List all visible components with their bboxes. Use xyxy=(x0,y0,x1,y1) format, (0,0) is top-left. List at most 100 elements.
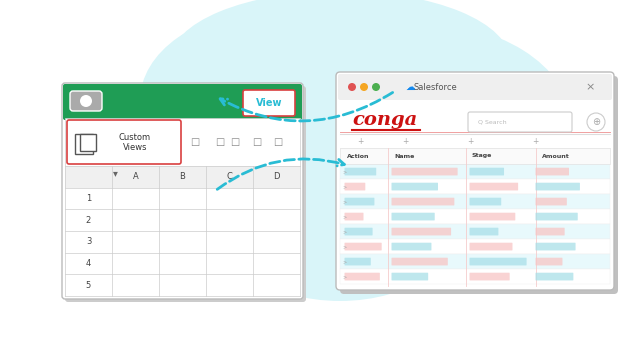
Text: □: □ xyxy=(230,137,239,147)
Bar xyxy=(340,164,610,179)
FancyBboxPatch shape xyxy=(344,273,380,280)
Text: +: + xyxy=(402,136,408,145)
Text: >: > xyxy=(342,214,346,219)
FancyBboxPatch shape xyxy=(470,243,513,251)
FancyBboxPatch shape xyxy=(536,213,578,221)
FancyBboxPatch shape xyxy=(536,258,563,265)
FancyBboxPatch shape xyxy=(344,228,372,235)
Bar xyxy=(340,179,610,194)
Text: □: □ xyxy=(273,137,283,147)
Text: >: > xyxy=(342,199,346,204)
Text: +: + xyxy=(357,136,363,145)
FancyBboxPatch shape xyxy=(470,213,515,221)
FancyBboxPatch shape xyxy=(70,91,102,111)
FancyBboxPatch shape xyxy=(536,168,569,175)
Text: D: D xyxy=(273,172,280,181)
Bar xyxy=(340,209,610,224)
Ellipse shape xyxy=(210,121,470,301)
Bar xyxy=(65,86,300,118)
Text: ▾: ▾ xyxy=(113,168,118,178)
Text: Name: Name xyxy=(394,153,414,158)
FancyBboxPatch shape xyxy=(536,273,573,280)
Text: View: View xyxy=(256,98,282,108)
Ellipse shape xyxy=(170,0,510,131)
FancyBboxPatch shape xyxy=(340,76,618,294)
FancyBboxPatch shape xyxy=(536,183,580,191)
FancyBboxPatch shape xyxy=(468,112,572,132)
Text: A: A xyxy=(132,172,138,181)
Circle shape xyxy=(348,83,356,91)
Text: ×: × xyxy=(586,82,595,92)
FancyBboxPatch shape xyxy=(392,168,458,175)
FancyBboxPatch shape xyxy=(344,243,381,251)
Ellipse shape xyxy=(140,31,540,271)
FancyBboxPatch shape xyxy=(67,120,181,164)
FancyBboxPatch shape xyxy=(470,198,501,205)
FancyBboxPatch shape xyxy=(63,84,302,120)
FancyBboxPatch shape xyxy=(392,243,431,251)
Bar xyxy=(340,76,610,98)
Bar xyxy=(340,148,610,164)
FancyBboxPatch shape xyxy=(536,243,575,251)
Text: □: □ xyxy=(216,137,225,147)
Bar xyxy=(340,194,610,209)
Bar xyxy=(340,239,610,254)
Text: Action: Action xyxy=(347,153,369,158)
Text: >: > xyxy=(342,259,346,264)
Text: >: > xyxy=(342,274,346,279)
Ellipse shape xyxy=(140,11,400,191)
FancyBboxPatch shape xyxy=(344,258,371,265)
Bar xyxy=(340,254,610,269)
Text: 3: 3 xyxy=(86,237,91,246)
Text: 4: 4 xyxy=(86,259,91,268)
Text: >: > xyxy=(342,184,346,189)
Text: >: > xyxy=(342,244,346,249)
FancyBboxPatch shape xyxy=(470,183,518,191)
Text: Amount: Amount xyxy=(542,153,570,158)
Text: >: > xyxy=(342,229,346,234)
Circle shape xyxy=(372,83,380,91)
Text: □: □ xyxy=(190,137,200,147)
FancyBboxPatch shape xyxy=(62,83,303,299)
FancyBboxPatch shape xyxy=(336,72,614,290)
Text: 5: 5 xyxy=(86,280,91,290)
Ellipse shape xyxy=(300,111,500,271)
FancyBboxPatch shape xyxy=(392,273,428,280)
Text: Custom: Custom xyxy=(119,133,151,142)
FancyBboxPatch shape xyxy=(392,198,454,205)
FancyBboxPatch shape xyxy=(470,168,504,175)
FancyBboxPatch shape xyxy=(65,86,306,302)
FancyBboxPatch shape xyxy=(344,213,364,221)
FancyBboxPatch shape xyxy=(392,183,438,191)
Bar xyxy=(80,134,96,151)
FancyBboxPatch shape xyxy=(344,168,376,175)
Text: +: + xyxy=(467,136,473,145)
Text: Stage: Stage xyxy=(472,153,492,158)
Bar xyxy=(340,224,610,239)
FancyBboxPatch shape xyxy=(243,90,295,116)
Text: B: B xyxy=(180,172,186,181)
Text: 2: 2 xyxy=(86,216,91,225)
Bar xyxy=(75,134,93,154)
FancyBboxPatch shape xyxy=(344,198,374,205)
FancyBboxPatch shape xyxy=(338,74,612,100)
FancyBboxPatch shape xyxy=(536,228,564,235)
FancyBboxPatch shape xyxy=(392,213,435,221)
FancyBboxPatch shape xyxy=(470,228,499,235)
Text: ⊕: ⊕ xyxy=(592,117,600,127)
FancyBboxPatch shape xyxy=(344,183,365,191)
FancyBboxPatch shape xyxy=(470,273,509,280)
Text: C: C xyxy=(227,172,232,181)
Bar xyxy=(340,269,610,284)
FancyBboxPatch shape xyxy=(470,258,527,265)
Text: Salesforce: Salesforce xyxy=(413,83,457,91)
Circle shape xyxy=(80,95,92,107)
Text: Views: Views xyxy=(123,144,147,152)
FancyBboxPatch shape xyxy=(536,198,567,205)
Bar xyxy=(65,118,300,166)
Text: conga: conga xyxy=(352,111,417,129)
Text: >: > xyxy=(342,169,346,174)
Text: Q Search: Q Search xyxy=(478,119,507,125)
FancyBboxPatch shape xyxy=(392,228,451,235)
Circle shape xyxy=(587,113,605,131)
